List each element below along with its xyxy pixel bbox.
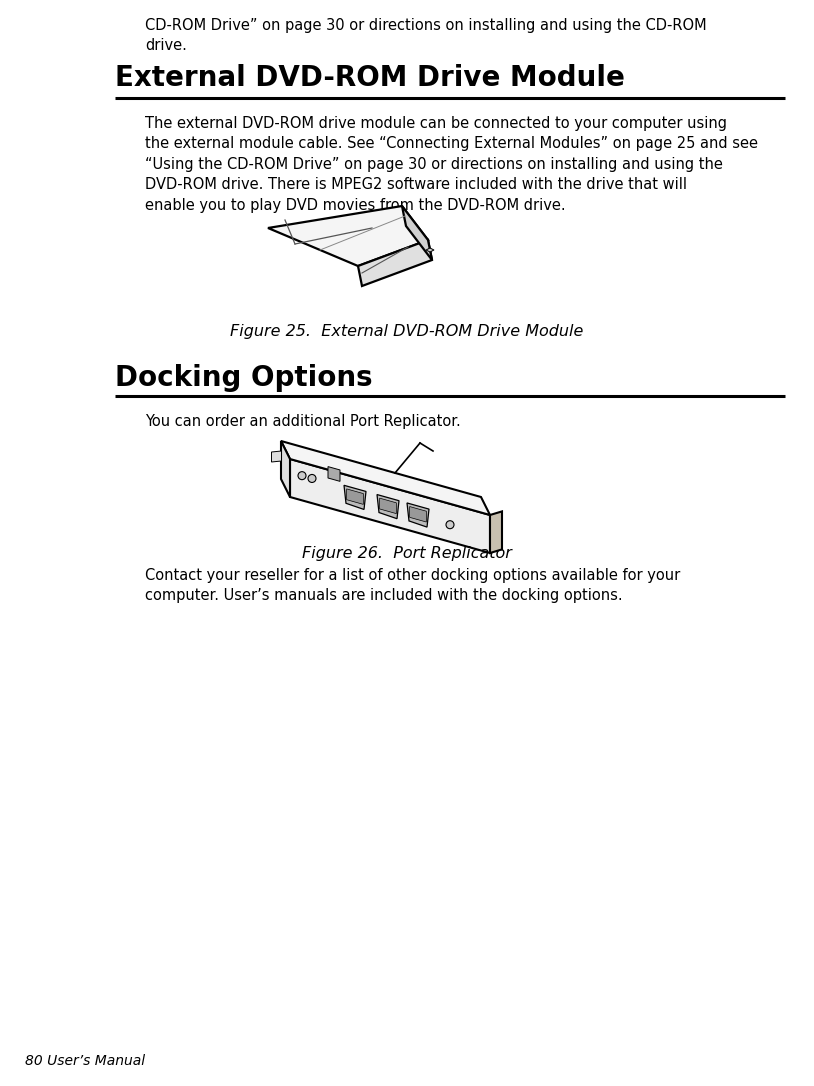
Text: You can order an additional Port Replicator.: You can order an additional Port Replica… [145, 414, 461, 429]
Polygon shape [426, 248, 434, 252]
Text: Contact your reseller for a list of other docking options available for your
com: Contact your reseller for a list of othe… [145, 568, 681, 604]
Text: CD-ROM Drive” on page 30 or directions on installing and using the CD-ROM
drive.: CD-ROM Drive” on page 30 or directions o… [145, 18, 707, 53]
Polygon shape [268, 206, 428, 266]
Text: 80 User’s Manual: 80 User’s Manual [25, 1055, 145, 1068]
Polygon shape [379, 498, 396, 514]
Circle shape [446, 520, 454, 529]
Text: Docking Options: Docking Options [115, 364, 373, 392]
Text: External DVD-ROM Drive Module: External DVD-ROM Drive Module [115, 64, 625, 92]
Polygon shape [490, 512, 502, 553]
Polygon shape [377, 494, 399, 519]
Text: Figure 25.  External DVD-ROM Drive Module: Figure 25. External DVD-ROM Drive Module [230, 324, 584, 339]
Polygon shape [358, 240, 432, 286]
Polygon shape [281, 441, 490, 515]
Polygon shape [407, 503, 429, 527]
Polygon shape [281, 441, 290, 497]
Text: The external DVD-ROM drive module can be connected to your computer using
the ex: The external DVD-ROM drive module can be… [145, 116, 758, 213]
Circle shape [298, 471, 306, 480]
Polygon shape [344, 485, 366, 509]
Text: Figure 26.  Port Replicator: Figure 26. Port Replicator [302, 546, 512, 561]
Polygon shape [272, 451, 282, 462]
Polygon shape [328, 467, 340, 481]
Polygon shape [347, 489, 363, 504]
Polygon shape [409, 506, 427, 522]
Polygon shape [290, 459, 490, 553]
Circle shape [308, 475, 316, 482]
Polygon shape [402, 206, 432, 260]
